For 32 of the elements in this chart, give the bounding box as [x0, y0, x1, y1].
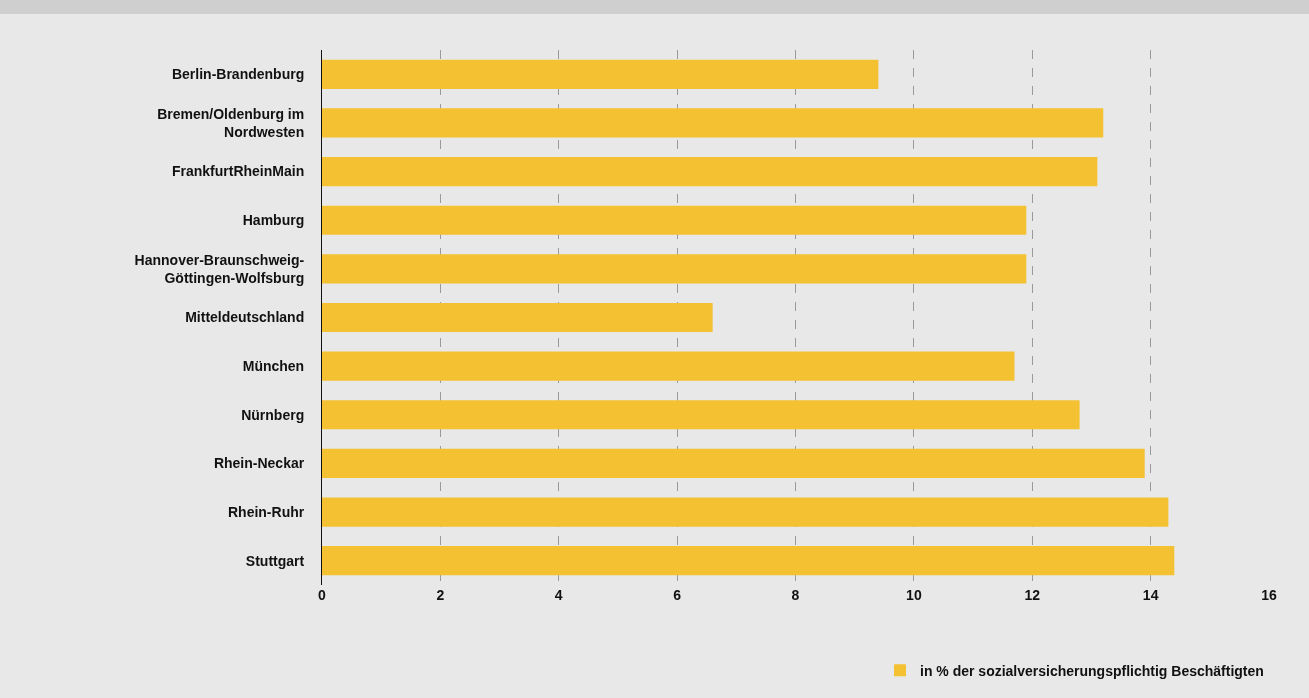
x-tick-label: 14 — [1142, 587, 1159, 603]
bar — [322, 157, 1098, 187]
bar — [322, 400, 1080, 430]
bar — [322, 59, 879, 89]
bar — [322, 546, 1175, 576]
bar — [322, 448, 1145, 478]
bar — [322, 205, 1027, 235]
y-tick-label: Hamburg — [242, 212, 305, 229]
y-tick-label: Rhein-Ruhr — [227, 503, 305, 520]
bar — [322, 254, 1027, 284]
y-tick-label: Mitteldeutschland — [185, 309, 305, 326]
x-tick-label: 0 — [318, 587, 327, 603]
bar — [322, 497, 1169, 527]
bar — [322, 351, 1015, 381]
y-tick-label: Bremen/Oldenburg im Nordwesten — [157, 105, 305, 140]
y-tick-label: Berlin-Brandenburg — [171, 66, 305, 83]
x-tick-label: 6 — [673, 587, 682, 603]
y-tick-label: Rhein-Neckar — [213, 455, 305, 472]
x-tick-label: 2 — [436, 587, 445, 603]
y-tick-label: Stuttgart — [245, 552, 305, 569]
legend-label: in % der sozialversicherungspflichtig Beschäftigten — [920, 662, 1264, 679]
x-tick-label: 12 — [1024, 587, 1041, 603]
x-tick-label: 10 — [906, 587, 922, 603]
x-tick-label: 4 — [554, 587, 563, 603]
x-tick-label: 8 — [791, 587, 800, 603]
bar — [322, 302, 713, 333]
bar — [322, 108, 1104, 138]
y-tick-label: Hannover-Braunschweig-Göttingen-Wolfsburg — [134, 251, 305, 286]
y-tick-label: FrankfurtRheinMain — [171, 163, 305, 180]
y-tick-label: München — [242, 358, 305, 375]
x-tick-label: 16 — [1261, 587, 1277, 603]
y-tick-label: Nürnberg — [241, 406, 305, 423]
